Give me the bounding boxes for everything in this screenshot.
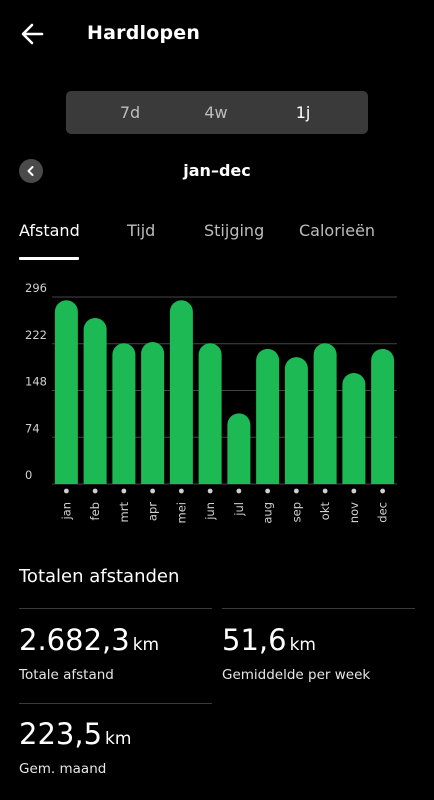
bar-dot	[63, 488, 69, 494]
x-tick-label: mrt	[117, 502, 131, 523]
header: Hardlopen	[0, 0, 434, 70]
active-tab-indicator	[19, 257, 79, 260]
divider	[19, 608, 212, 609]
total-distance-label: Totale afstand	[19, 667, 114, 683]
divider	[19, 703, 212, 704]
x-tick-label: jul	[232, 502, 246, 517]
distance-bar-chart: 296 222 148 74 0 jan feb mrt apr mei jun jul aug sep o…	[0, 280, 434, 540]
bar-jan[interactable]	[54, 300, 78, 484]
tab-tijd[interactable]: Tijd	[127, 221, 156, 240]
range-option-1j[interactable]: 1j	[295, 103, 311, 122]
total-distance-value: 2.682,3 km	[19, 623, 159, 657]
total-distance-number: 2.682,3	[19, 623, 130, 657]
bar-dec[interactable]	[371, 348, 395, 484]
period-navigator: jan–dec	[0, 155, 434, 189]
monthly-average-value: 223,5 km	[19, 717, 131, 751]
previous-period-button[interactable]	[19, 159, 43, 183]
metric-tabs: Afstand Tijd Stijging Calorieën	[0, 215, 434, 261]
bar-dot	[322, 488, 328, 494]
bar-dot	[121, 488, 127, 494]
chevron-left-icon	[27, 166, 34, 176]
bar-okt[interactable]	[313, 343, 337, 484]
arrow-left-icon	[21, 23, 44, 45]
x-tick-label: feb	[88, 502, 102, 520]
tab-calorieen[interactable]: Calorieën	[299, 221, 376, 240]
total-distance-unit: km	[132, 635, 160, 655]
bar-apr[interactable]	[141, 341, 165, 484]
range-option-7d[interactable]: 7d	[119, 103, 141, 122]
bar-dot	[351, 488, 357, 494]
bar-mrt[interactable]	[112, 343, 136, 484]
monthly-average-number: 223,5	[19, 717, 103, 751]
tab-stijging[interactable]: Stijging	[204, 221, 265, 240]
page-title: Hardlopen	[87, 22, 201, 44]
x-tick-label: mei	[174, 502, 188, 523]
bar-mei[interactable]	[169, 300, 193, 484]
weekly-average-unit: km	[289, 635, 316, 655]
y-tick-label: 0	[25, 468, 32, 482]
y-tick-label: 148	[25, 375, 47, 389]
back-button[interactable]	[18, 20, 48, 48]
bar-jun[interactable]	[198, 343, 222, 484]
x-tick-label: jun	[203, 502, 217, 521]
x-tick-label: dec	[376, 502, 390, 523]
x-tick-label: apr	[146, 502, 160, 521]
bar-aug[interactable]	[256, 348, 280, 484]
bar-dot	[265, 488, 271, 494]
bar-nov[interactable]	[342, 372, 366, 484]
x-tick-label: sep	[289, 502, 303, 522]
bar-dot	[293, 488, 299, 494]
bar-dot	[236, 488, 242, 494]
y-tick-label: 74	[25, 421, 40, 435]
x-tick-label: aug	[261, 502, 275, 524]
bar-jul[interactable]	[227, 413, 251, 484]
chart-svg: 296 222 148 74 0 jan feb mrt apr mei jun jul aug sep o…	[25, 281, 397, 524]
y-tick-label: 296	[25, 281, 47, 295]
divider	[222, 608, 415, 609]
totals-title: Totalen afstanden	[19, 566, 180, 587]
bar-dot	[150, 488, 156, 494]
y-tick-label: 222	[25, 328, 47, 342]
monthly-average-label: Gem. maand	[19, 761, 107, 777]
range-selector: 7d 4w 1j	[66, 91, 368, 134]
monthly-average-unit: km	[105, 729, 132, 749]
bar-sep[interactable]	[284, 357, 308, 484]
x-tick-label: nov	[347, 502, 361, 523]
bar-dot	[178, 488, 184, 494]
bar-dot	[380, 488, 386, 494]
x-tick-label: jan	[59, 502, 73, 521]
bar-dot	[207, 488, 213, 494]
period-label: jan–dec	[183, 161, 251, 180]
weekly-average-label: Gemiddelde per week	[222, 667, 371, 683]
tab-afstand[interactable]: Afstand	[19, 221, 80, 240]
bar-feb[interactable]	[83, 317, 107, 484]
bar-dot	[92, 488, 98, 494]
x-tick-label: okt	[318, 502, 332, 521]
weekly-average-value: 51,6 km	[222, 623, 316, 657]
weekly-average-number: 51,6	[222, 623, 287, 657]
range-option-4w[interactable]: 4w	[204, 103, 228, 122]
